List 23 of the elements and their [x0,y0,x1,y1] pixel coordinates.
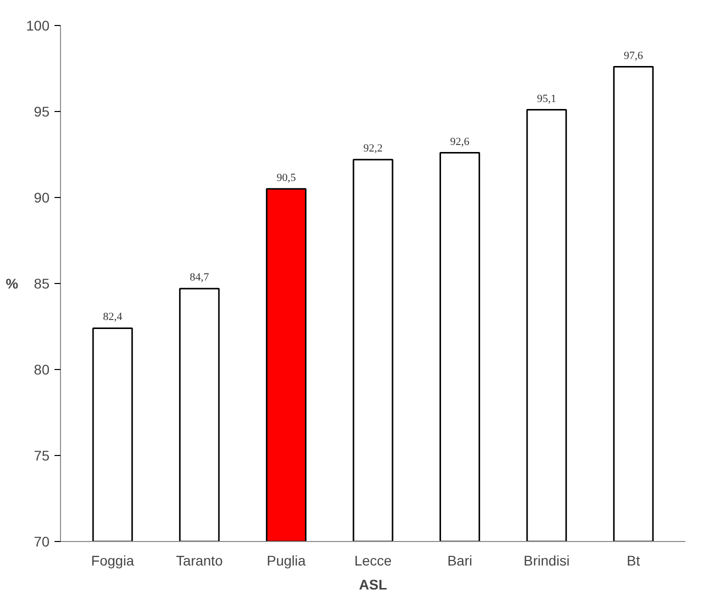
x-tick-label: Bt [626,552,640,568]
data-label: 92,6 [450,136,470,148]
data-label: 82,4 [102,311,123,324]
data-label: 84,7 [190,272,210,284]
x-tick-label: Lecce [354,552,392,568]
x-tick-label: Brindisi [524,552,570,568]
x-tick-label: Foggia [91,552,134,568]
y-tick-label: 80 [34,362,50,378]
data-label: 95,1 [536,92,556,105]
data-label: 90,5 [276,172,296,184]
data-label: 92,2 [363,142,383,155]
y-tick-label: 70 [34,534,50,550]
x-axis-title: ASL [359,576,388,592]
y-tick-label: 75 [34,448,50,464]
y-tick-label: 100 [26,18,50,34]
y-tick-label: 90 [34,190,50,206]
x-tick-label: Puglia [266,552,306,568]
y-axis-title: % [6,276,19,292]
y-tick-label: 95 [34,104,50,120]
x-tick-label: Taranto [176,552,223,568]
x-tick-label: Bari [447,552,472,568]
y-tick-label: 85 [34,276,50,292]
data-label: 97,6 [624,50,644,62]
